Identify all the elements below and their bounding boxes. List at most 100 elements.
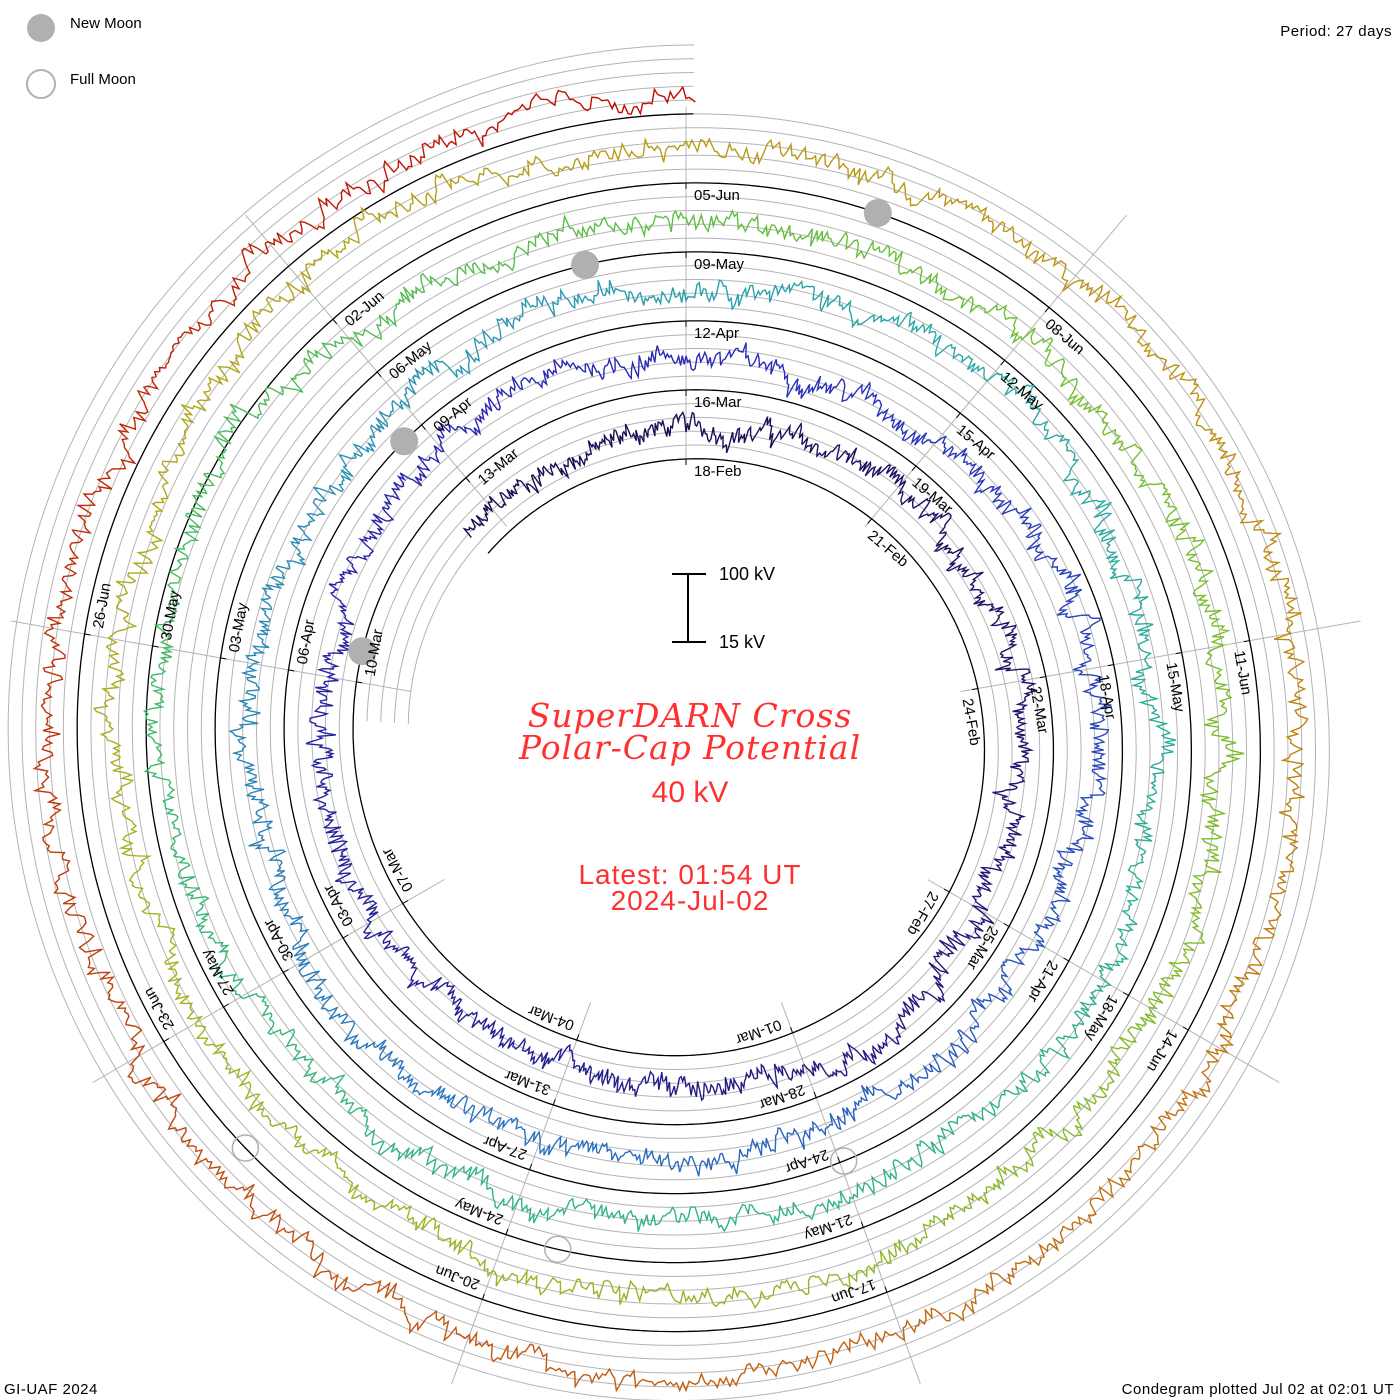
- trace-segment: [365, 402, 394, 453]
- trace-segment: [801, 437, 841, 461]
- trace-segment: [309, 679, 339, 722]
- trace-segment: [711, 138, 784, 166]
- date-label: 12-Apr: [694, 325, 739, 342]
- trace-segment: [329, 443, 370, 493]
- trace-segment: [1071, 1169, 1132, 1226]
- grid-line: [21, 58, 1316, 1388]
- trace-segment: [962, 458, 1002, 495]
- trace-segment: [1073, 1058, 1121, 1112]
- trace-segment: [689, 411, 727, 450]
- date-tick: [342, 934, 349, 939]
- trace-segment: [358, 506, 395, 555]
- trace-segment: [111, 1000, 146, 1079]
- trace-segment: [565, 357, 616, 381]
- trace-segment: [929, 512, 953, 554]
- trace-segment: [1232, 483, 1283, 552]
- trace-segment: [949, 1268, 1015, 1322]
- date-tick: [421, 424, 426, 430]
- trace-segment: [693, 1148, 744, 1177]
- trace-segment: [390, 1145, 451, 1180]
- trace-segment: [128, 854, 162, 918]
- trace-segment: [76, 931, 116, 1002]
- trace-segment: [624, 287, 678, 306]
- trace-segment: [345, 303, 400, 348]
- trace-segment: [872, 1073, 920, 1101]
- date-tick: [402, 900, 409, 904]
- trace-segment: [328, 553, 371, 586]
- trace-segment: [32, 779, 66, 857]
- trace-segment: [992, 492, 1041, 530]
- trace-segment: [229, 377, 304, 420]
- trace-segment: [357, 1280, 432, 1335]
- trace-segment: [945, 547, 984, 587]
- latest-time: Latest: 01:54 UT: [578, 859, 802, 890]
- date-tick: [376, 371, 382, 377]
- trace-segment: [697, 209, 761, 234]
- date-tick: [943, 888, 950, 893]
- trace-segment: [1025, 523, 1059, 572]
- plot-timestamp: Condegram plotted Jul 02 at 02:01 UT: [1121, 1381, 1394, 1398]
- trace-segment: [900, 494, 940, 524]
- trace-segment: [866, 1235, 928, 1275]
- trace-segment: [513, 213, 573, 257]
- trace-segment: [173, 855, 210, 916]
- trace-segment: [853, 165, 917, 207]
- grid-line: [380, 524, 459, 723]
- date-label: 15-Apr: [953, 421, 998, 463]
- trace-segment: [886, 311, 942, 345]
- trace-segment: [110, 786, 138, 856]
- trace-segment: [614, 345, 661, 381]
- trace-segment: [357, 892, 379, 940]
- trace-segment: [1029, 395, 1071, 446]
- trace-segment: [106, 580, 138, 648]
- trace-segment: [471, 1015, 513, 1049]
- date-tick: [1039, 676, 1046, 679]
- trace-segment: [244, 773, 273, 824]
- date-label: 09-May: [694, 256, 745, 273]
- trace-segment: [1182, 883, 1206, 952]
- trace-segment: [503, 1194, 564, 1224]
- trace-segment: [751, 352, 796, 398]
- trace-segment: [596, 1141, 647, 1165]
- trace-segment: [428, 338, 481, 378]
- trace-segment: [305, 216, 360, 280]
- date-label: 21-Apr: [1024, 957, 1061, 1004]
- full-moon-marker: [544, 1235, 572, 1264]
- new-moon-marker: [348, 637, 377, 666]
- trace-segment: [917, 1042, 959, 1079]
- trace-segment: [781, 1060, 831, 1081]
- trace-segment: [248, 820, 287, 872]
- trace-segment: [841, 380, 883, 418]
- trace-segment: [1001, 931, 1045, 967]
- date-tick: [505, 1228, 509, 1235]
- trace-segment: [887, 244, 939, 294]
- date-label: 03-May: [226, 601, 252, 654]
- trace-segment: [182, 473, 215, 542]
- date-tick: [867, 518, 872, 524]
- trace-segment: [1233, 916, 1279, 985]
- trace-segment: [32, 705, 61, 781]
- date-tick: [283, 969, 289, 973]
- trace-segment: [1127, 594, 1154, 651]
- date-tick: [163, 1038, 170, 1042]
- trace-segment: [407, 1078, 456, 1109]
- full-moon-legend-label: Full Moon: [70, 71, 136, 88]
- trace-segment: [1140, 758, 1166, 812]
- trace-segment: [571, 216, 636, 239]
- date-tick: [552, 1099, 556, 1106]
- trace-segment: [497, 1343, 575, 1378]
- trace-segment: [245, 620, 272, 673]
- trace-segment: [1273, 620, 1307, 697]
- trace-segment: [328, 1012, 376, 1050]
- trace-segment: [174, 983, 209, 1046]
- trace-segment: [598, 1279, 669, 1305]
- trace-segment: [446, 984, 478, 1024]
- date-tick: [152, 645, 159, 648]
- trace-segment: [916, 186, 990, 223]
- chart-title-line2: Polar-Cap Potential: [518, 728, 862, 767]
- trace-segment: [1110, 1001, 1159, 1061]
- trace-segment: [881, 407, 921, 446]
- date-tick: [481, 1293, 485, 1300]
- trace-segment: [1067, 614, 1101, 661]
- trace-segment: [1098, 923, 1138, 971]
